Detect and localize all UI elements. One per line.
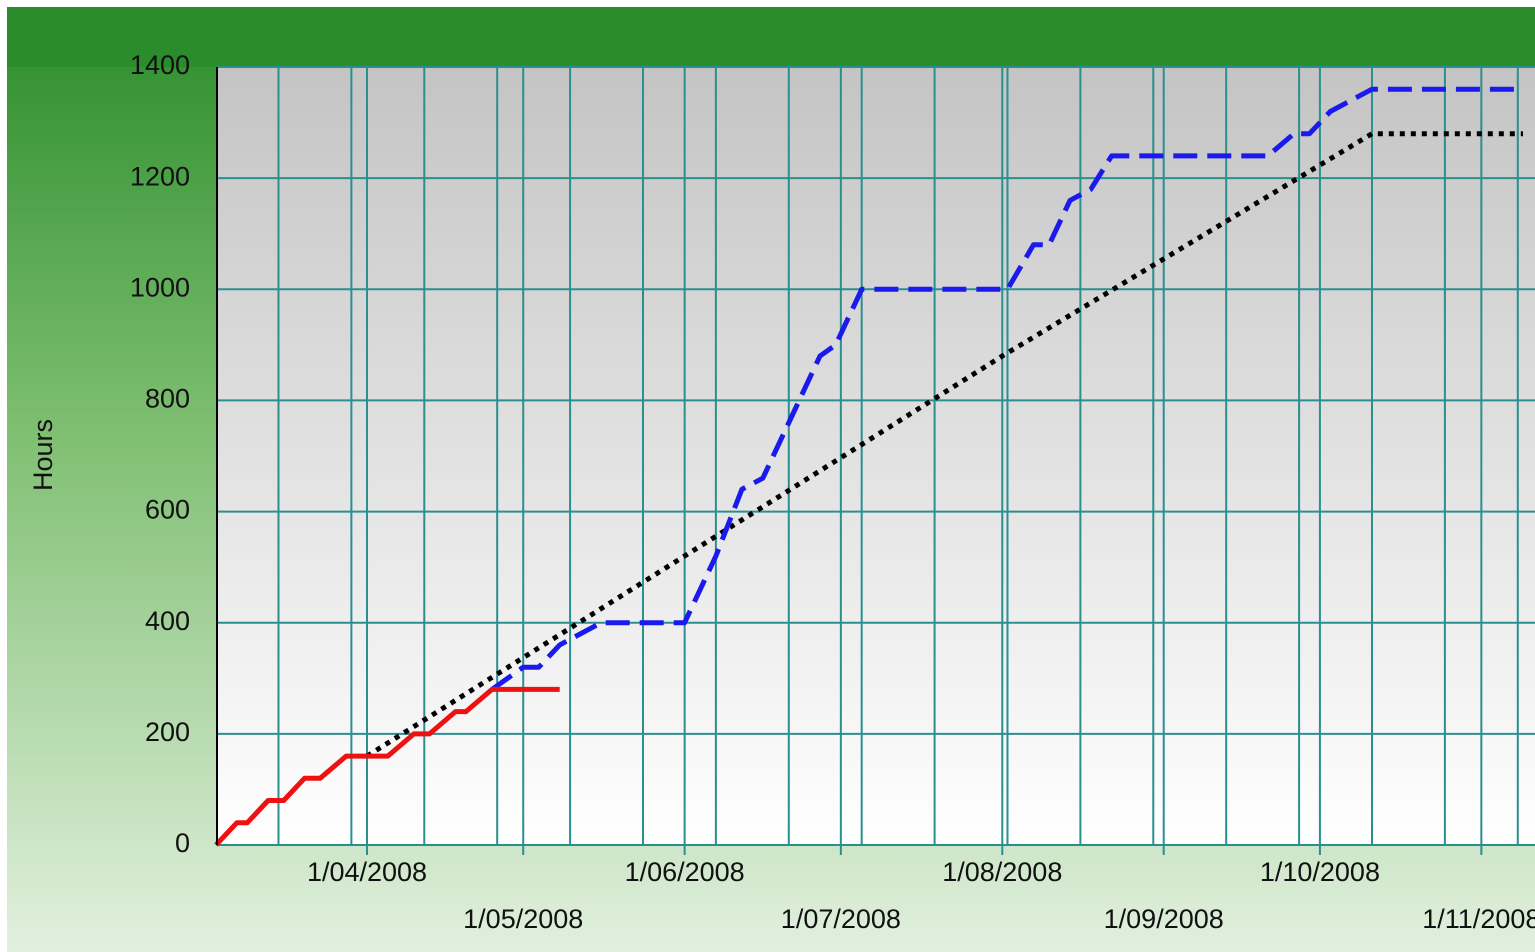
- y-tick-label: 0: [175, 828, 190, 858]
- y-tick-label: 1200: [130, 161, 190, 191]
- x-tick-label: 1/07/2008: [781, 904, 901, 934]
- x-tick-label: 1/10/2008: [1260, 857, 1380, 887]
- data-line: [365, 131, 1523, 759]
- x-tick-label: 1/04/2008: [307, 857, 427, 887]
- header-band: [7, 7, 1535, 67]
- y-tick-label: 400: [145, 606, 190, 636]
- data-line: [490, 86, 1523, 692]
- y-tick-label: 600: [145, 495, 190, 525]
- y-tick-label: 200: [145, 717, 190, 747]
- x-tick-label: 1/05/2008: [463, 904, 583, 934]
- y-tick-label: 1400: [130, 50, 190, 80]
- plot-area: [217, 67, 1535, 845]
- y-tick-label: 1000: [130, 272, 190, 302]
- x-tick-label: 1/08/2008: [942, 857, 1062, 887]
- x-tick-label: 1/09/2008: [1104, 904, 1224, 934]
- y-axis-label: Hours: [28, 419, 58, 491]
- x-tick-label: 1/06/2008: [625, 857, 745, 887]
- data-line: [214, 686, 560, 847]
- y-tick-label: 800: [145, 384, 190, 414]
- x-tick-label: 1/11/2008: [1422, 904, 1535, 934]
